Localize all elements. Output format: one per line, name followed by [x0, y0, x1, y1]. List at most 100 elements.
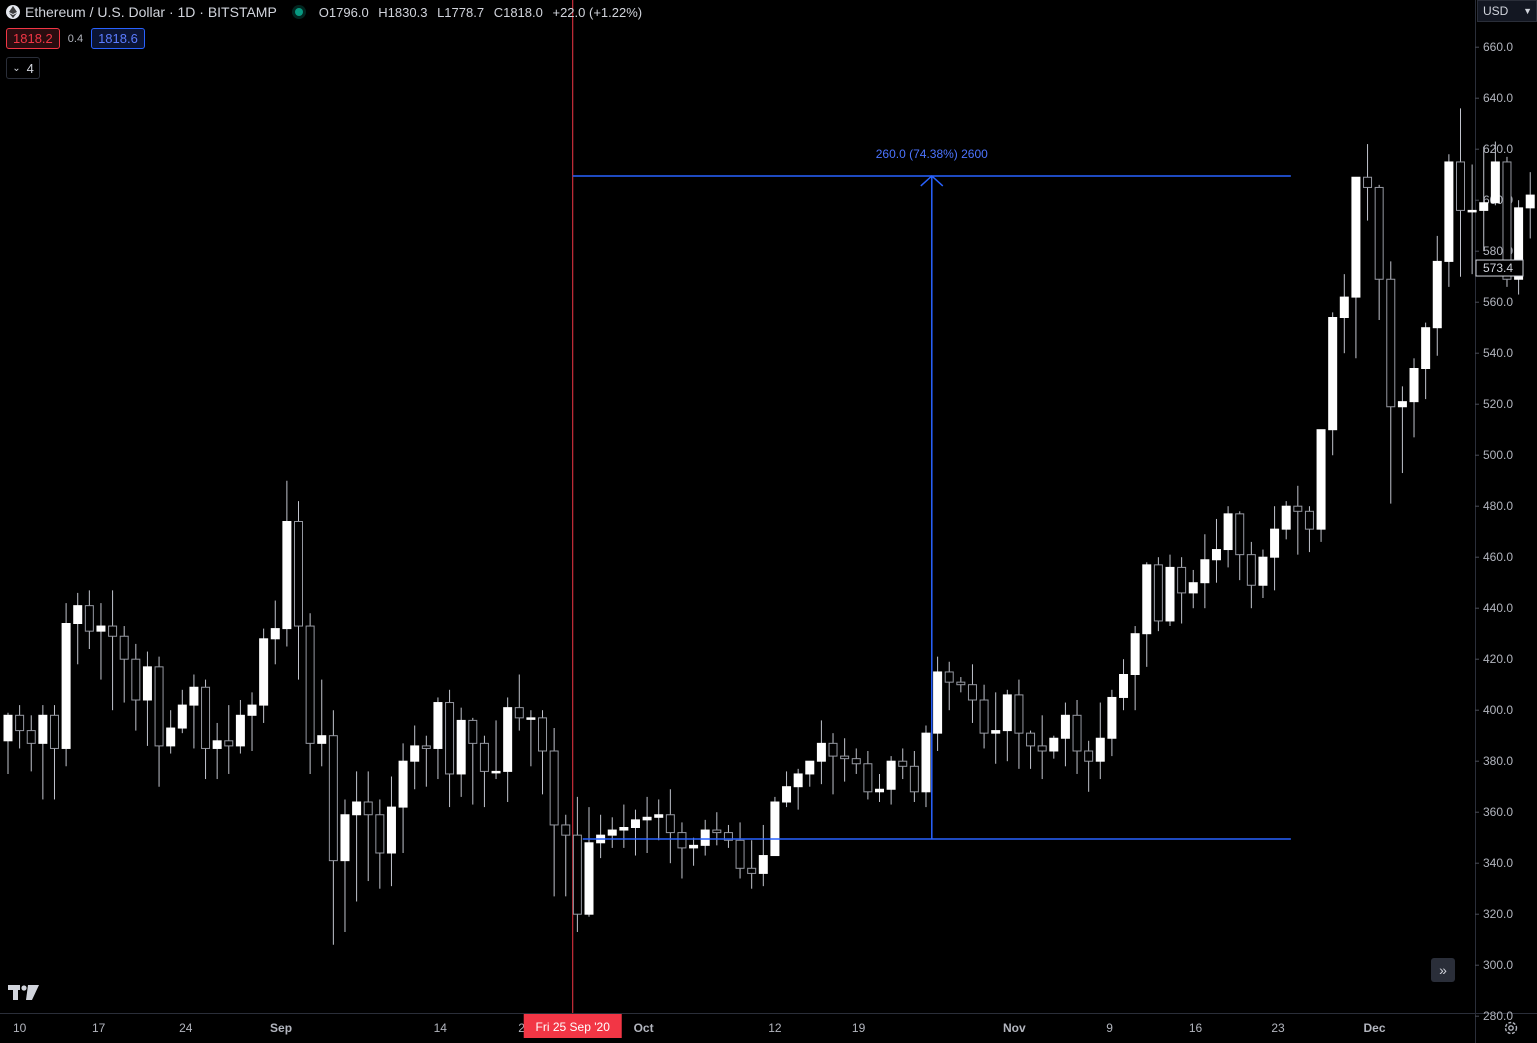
candle-body	[189, 686, 199, 706]
scroll-to-latest-icon[interactable]: »	[1431, 958, 1455, 982]
candle	[863, 751, 873, 800]
candle-body	[96, 625, 106, 632]
candle	[1049, 735, 1059, 759]
time-tick-label: Oct	[634, 1021, 654, 1035]
candle	[1119, 659, 1129, 711]
candle	[1328, 312, 1338, 456]
candle-body	[840, 755, 850, 760]
candle-body	[3, 714, 13, 742]
candle-body	[793, 773, 803, 788]
candle	[224, 705, 234, 774]
candle	[944, 661, 954, 711]
candle-body	[677, 832, 687, 849]
candle-body	[1049, 737, 1059, 752]
candle	[421, 735, 431, 787]
candle-body	[1211, 549, 1221, 561]
candle	[1339, 274, 1349, 354]
candle	[1421, 322, 1431, 400]
candle	[375, 799, 385, 889]
candle	[479, 735, 489, 808]
candle-body	[108, 625, 118, 637]
candle	[526, 710, 536, 767]
candle	[851, 748, 861, 774]
gear-icon[interactable]	[1502, 1019, 1520, 1037]
candles	[3, 108, 1535, 945]
candle-body	[526, 717, 536, 720]
candle-body	[1200, 559, 1210, 584]
candle	[1514, 200, 1524, 295]
ohlc-values: O1796.0 H1830.3 L1778.7 C1818.0 +22.0 (+…	[319, 5, 648, 20]
candle	[3, 712, 13, 774]
candle	[1444, 154, 1454, 287]
candle	[723, 824, 733, 848]
spread-value: 0.4	[67, 32, 84, 45]
candle-body	[584, 842, 594, 915]
candle-body	[352, 801, 362, 816]
candle	[514, 674, 524, 731]
candle-body	[619, 827, 629, 831]
candle-body	[630, 819, 640, 828]
candle-body	[456, 719, 466, 775]
candle-body	[1386, 278, 1396, 408]
candle-body	[235, 714, 245, 747]
candle-body	[1270, 528, 1280, 558]
symbol-title[interactable]: Ethereum / U.S. Dollar · 1D · BITSTAMP	[25, 4, 277, 20]
candle-body	[479, 742, 489, 772]
candle-body	[1304, 510, 1314, 530]
candle-body	[805, 760, 815, 775]
candle	[1037, 715, 1047, 780]
candle	[1467, 164, 1477, 275]
candle	[596, 814, 606, 859]
candle	[1200, 534, 1210, 609]
candle	[898, 748, 908, 780]
candle	[317, 679, 327, 767]
candle	[26, 715, 36, 772]
candle	[328, 710, 338, 945]
candle	[1490, 141, 1500, 206]
candle	[363, 771, 373, 882]
candle-body	[503, 707, 513, 772]
candle-body	[410, 745, 420, 762]
currency-selector[interactable]: USD ▼	[1477, 0, 1537, 22]
chevron-down-icon: ▼	[1523, 6, 1532, 16]
symbol-legend[interactable]: Ethereum / U.S. Dollar · 1D · BITSTAMP O…	[6, 2, 648, 22]
candle	[875, 773, 884, 802]
candle-body	[1502, 161, 1512, 280]
chevron-down-icon: ⌄	[12, 62, 21, 74]
candle-body	[712, 829, 722, 834]
candle	[189, 674, 199, 749]
candle-body	[1293, 505, 1303, 512]
candle	[1525, 172, 1535, 239]
candle-body	[201, 686, 211, 749]
candle-body	[1188, 582, 1198, 594]
candle	[1188, 569, 1198, 609]
buy-price-button[interactable]: 1818.6	[91, 28, 145, 49]
candle	[584, 807, 594, 917]
price-tick-label: 480.0	[1483, 499, 1513, 513]
candle-body	[886, 760, 896, 790]
candle	[991, 692, 1001, 764]
candle-body	[154, 666, 164, 747]
price-tick-label: 620.0	[1483, 142, 1513, 156]
candle-body	[340, 814, 350, 862]
time-tick-label: 12	[768, 1021, 782, 1035]
indicators-toggle-button[interactable]: ⌄ 4	[6, 57, 40, 79]
candle	[154, 656, 164, 787]
candle	[108, 590, 118, 711]
sell-price-button[interactable]: 1818.2	[6, 28, 60, 49]
candle-body	[735, 839, 745, 869]
candle-body	[944, 671, 954, 683]
candle-body	[1153, 564, 1163, 622]
candle-body	[898, 760, 908, 767]
candle-body	[1165, 566, 1175, 622]
candle-body	[782, 786, 792, 803]
candle	[1130, 626, 1140, 711]
candle-body	[967, 684, 977, 701]
candle	[840, 738, 850, 782]
candle-body	[909, 765, 919, 793]
candle	[1374, 184, 1384, 321]
price-tick-label: 540.0	[1483, 346, 1513, 360]
tradingview-logo-icon[interactable]	[8, 982, 40, 1007]
candle	[1363, 144, 1373, 221]
